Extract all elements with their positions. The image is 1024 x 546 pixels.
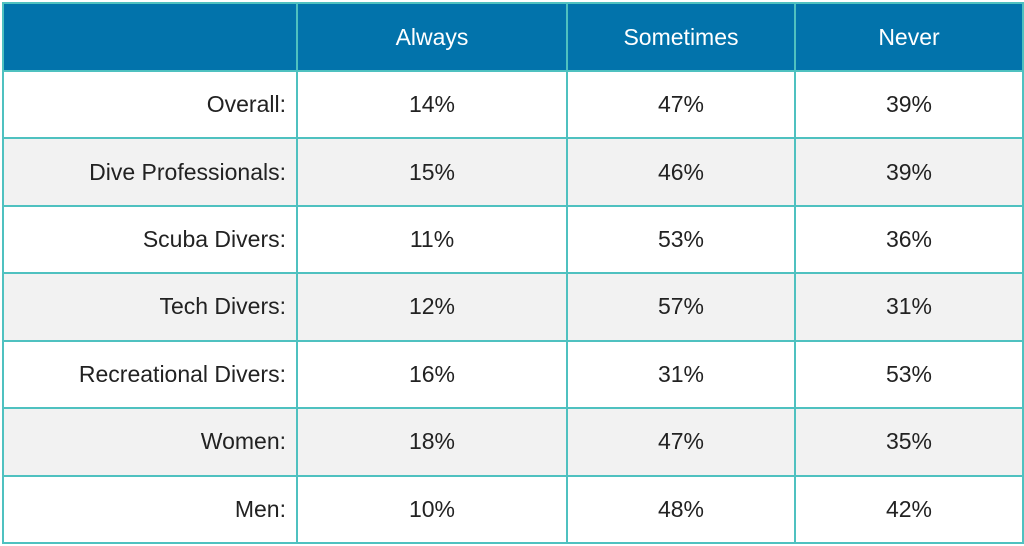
header-row: Always Sometimes Never [2,2,1024,72]
cell-sometimes: 47% [566,407,796,477]
cell-never: 36% [794,204,1024,275]
header-cell-label [2,2,298,72]
cell-sometimes: 46% [566,137,796,207]
cell-always: 14% [296,69,568,140]
row-label: Overall: [2,69,298,140]
table-row-tech-divers: Tech Divers: 12% 57% 31% [2,272,1024,342]
cell-never: 35% [794,407,1024,477]
row-label: Tech Divers: [2,272,298,342]
table-row-overall: Overall: 14% 47% 39% [2,69,1024,140]
cell-never: 53% [794,339,1024,410]
cell-sometimes: 48% [566,474,796,545]
row-label: Scuba Divers: [2,204,298,275]
cell-never: 39% [794,137,1024,207]
table-row-men: Men: 10% 48% 42% [2,474,1024,545]
header-cell-sometimes: Sometimes [566,2,796,72]
table-row-scuba-divers: Scuba Divers: 11% 53% 36% [2,204,1024,275]
cell-always: 18% [296,407,568,477]
table-row-recreational-divers: Recreational Divers: 16% 31% 53% [2,339,1024,410]
cell-never: 39% [794,69,1024,140]
header-cell-never: Never [794,2,1024,72]
cell-always: 16% [296,339,568,410]
cell-always: 12% [296,272,568,342]
row-label: Dive Professionals: [2,137,298,207]
table-header: Always Sometimes Never [2,2,1024,72]
table-row-dive-professionals: Dive Professionals: 15% 46% 39% [2,137,1024,207]
cell-sometimes: 31% [566,339,796,410]
cell-never: 31% [794,272,1024,342]
cell-always: 11% [296,204,568,275]
cell-sometimes: 47% [566,69,796,140]
cell-always: 10% [296,474,568,545]
cell-always: 15% [296,137,568,207]
header-cell-always: Always [296,2,568,72]
cell-never: 42% [794,474,1024,545]
table-body: Overall: 14% 47% 39% Dive Professionals:… [2,69,1024,545]
cell-sometimes: 57% [566,272,796,342]
row-label: Men: [2,474,298,545]
table-row-women: Women: 18% 47% 35% [2,407,1024,477]
row-label: Recreational Divers: [2,339,298,410]
cell-sometimes: 53% [566,204,796,275]
row-label: Women: [2,407,298,477]
